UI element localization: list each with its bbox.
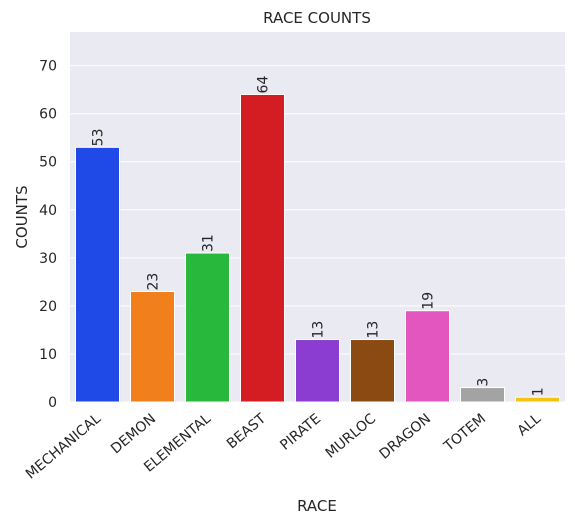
- x-tick-label: BEAST: [224, 411, 269, 453]
- y-tick-label: 10: [39, 347, 57, 363]
- bar-elemental: [185, 252, 230, 403]
- x-tick-label: DRAGON: [377, 411, 434, 463]
- x-tick-label: DEMON: [108, 411, 159, 457]
- x-tick-label: MECHANICAL: [23, 411, 104, 483]
- y-tick-label: 60: [39, 107, 57, 123]
- bar-pirate: [295, 339, 340, 403]
- bars: [75, 93, 560, 403]
- bar-value-label: 64: [256, 76, 272, 94]
- y-tick-label: 20: [39, 299, 57, 315]
- bar-value-label: 3: [476, 378, 492, 387]
- y-tick-label: 70: [39, 59, 57, 75]
- y-tick-label: 40: [39, 203, 57, 219]
- bar-value-label: 19: [421, 292, 437, 310]
- bar-value-label: 13: [366, 321, 382, 339]
- bar-beast: [240, 93, 285, 403]
- bar-value-label: 53: [91, 128, 107, 146]
- x-tick-label: PIRATE: [277, 411, 324, 454]
- bar-demon: [130, 290, 175, 403]
- x-tick-label: MURLOC: [323, 411, 380, 462]
- x-axis-label: RACE: [297, 497, 337, 515]
- x-tick-label: ALL: [514, 411, 544, 440]
- y-axis-label: COUNTS: [13, 185, 31, 248]
- bar-value-label: 13: [311, 321, 327, 339]
- bar-value-label: 31: [201, 234, 217, 252]
- y-tick-labels: 0 10 20 30 40 50 60 70: [39, 59, 57, 411]
- y-tick-label: 50: [39, 155, 57, 171]
- bar-value-label: 23: [146, 273, 162, 291]
- bar-dragon: [405, 310, 450, 403]
- bar-value-label: 1: [531, 387, 547, 396]
- y-tick-label: 0: [48, 395, 57, 411]
- bar-mechanical: [75, 146, 120, 403]
- x-tick-label: TOTEM: [440, 411, 489, 455]
- bar-murloc: [350, 339, 395, 403]
- y-tick-label: 30: [39, 251, 57, 267]
- bar-all: [515, 396, 560, 403]
- chart-title: RACE COUNTS: [263, 9, 371, 27]
- bar-totem: [460, 387, 505, 403]
